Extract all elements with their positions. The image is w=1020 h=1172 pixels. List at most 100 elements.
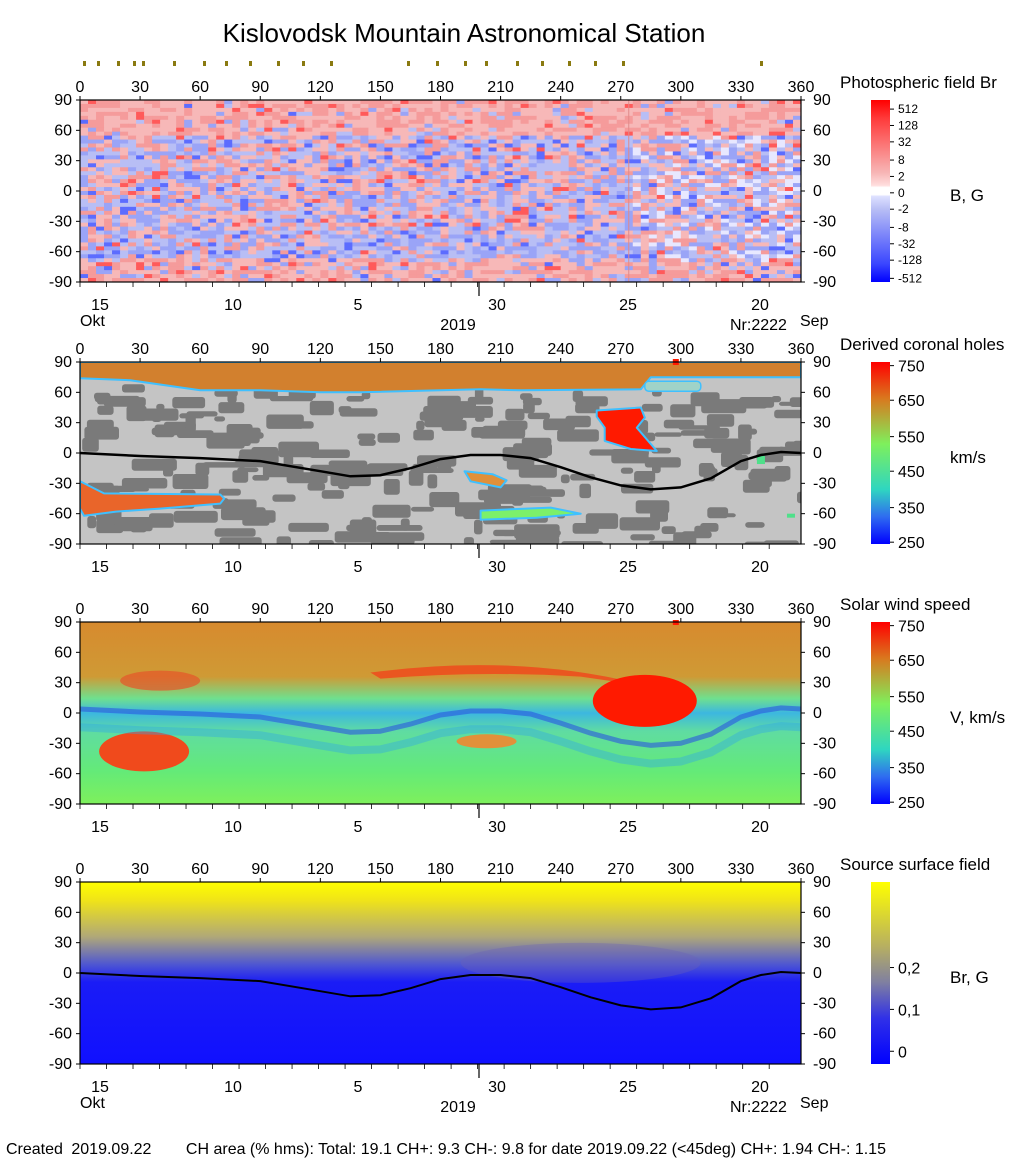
field-cell <box>720 198 730 204</box>
field-cell <box>272 254 281 259</box>
field-cell <box>272 222 281 228</box>
field-cell <box>744 254 754 259</box>
field-cell <box>112 246 121 251</box>
field-cell <box>272 258 281 263</box>
field-cell <box>680 274 690 279</box>
field-cell <box>600 222 610 228</box>
field-cell <box>80 274 89 279</box>
field-cell <box>784 230 794 235</box>
field-cell <box>248 127 257 133</box>
field-cell <box>96 234 105 239</box>
field-cell <box>304 127 313 133</box>
field-cell <box>504 123 513 129</box>
field-cell <box>752 171 762 176</box>
field-cell <box>96 100 105 105</box>
field-cell <box>712 254 722 259</box>
field-cell <box>392 242 401 247</box>
field-cell <box>304 222 313 228</box>
field-cell <box>464 222 473 228</box>
x-tick-label: 90 <box>251 861 269 878</box>
field-cell <box>616 191 626 196</box>
field-cell <box>424 191 433 196</box>
field-cell <box>312 258 321 263</box>
field-cell <box>584 258 594 263</box>
field-cell <box>168 234 177 239</box>
field-cell <box>712 206 722 212</box>
field-cell <box>168 202 177 208</box>
field-cell <box>296 163 305 168</box>
field-cell <box>376 194 385 200</box>
field-cell <box>384 258 393 263</box>
field-cell <box>136 278 145 282</box>
field-cell <box>264 234 273 239</box>
field-cell <box>680 230 690 235</box>
field-cell <box>784 198 794 204</box>
field-cell <box>648 250 658 255</box>
field-cell <box>672 111 682 117</box>
field-cell <box>616 250 626 255</box>
field-cell <box>200 258 209 263</box>
polarity-patch <box>214 389 238 397</box>
field-cell <box>80 179 89 184</box>
field-cell <box>632 127 642 133</box>
field-cell <box>136 254 145 259</box>
field-cell <box>264 155 273 160</box>
polarity-patch <box>252 447 268 453</box>
field-cell <box>272 210 281 216</box>
event-marker <box>516 61 519 66</box>
field-cell <box>456 100 465 105</box>
field-cell <box>248 163 257 168</box>
field-cell <box>152 254 161 259</box>
field-cell <box>728 246 738 251</box>
field-cell <box>632 151 642 156</box>
field-cell <box>296 135 305 140</box>
field-cell <box>440 131 449 137</box>
field-cell <box>584 270 594 275</box>
field-cell <box>232 198 241 204</box>
field-cell <box>112 266 121 271</box>
field-cell <box>352 214 361 220</box>
field-cell <box>552 163 562 168</box>
field-cell <box>504 163 513 168</box>
field-cell <box>264 266 273 271</box>
field-cell <box>248 226 257 231</box>
field-cell <box>512 187 522 192</box>
field-cell <box>304 250 313 255</box>
field-cell <box>632 218 642 224</box>
polarity-patch <box>266 414 304 429</box>
field-cell <box>176 266 185 271</box>
field-cell <box>152 191 161 196</box>
field-cell <box>544 171 554 176</box>
field-cell <box>616 155 626 160</box>
field-cell <box>648 230 658 235</box>
field-cell <box>224 111 233 117</box>
field-cell <box>552 218 562 224</box>
field-cell <box>392 107 401 113</box>
field-cell <box>768 270 778 275</box>
field-cell <box>264 246 273 251</box>
field-cell <box>728 242 738 247</box>
field-cell <box>184 151 193 156</box>
field-cell <box>384 119 393 125</box>
field-cell <box>264 262 273 267</box>
field-cell <box>400 103 409 109</box>
field-cell <box>408 258 417 263</box>
field-cell <box>96 266 105 271</box>
field-cell <box>176 218 185 224</box>
y-tick-label-right: 90 <box>813 614 831 631</box>
field-cell <box>264 100 273 105</box>
field-cell <box>352 278 361 282</box>
field-cell <box>440 103 449 109</box>
field-cell <box>456 198 465 204</box>
field-cell <box>552 115 562 121</box>
field-cell <box>488 167 497 172</box>
field-cell <box>224 115 233 121</box>
field-cell <box>776 191 786 196</box>
field-cell <box>592 155 602 160</box>
field-cell <box>592 179 602 184</box>
field-cell <box>352 191 361 196</box>
field-cell <box>752 135 762 140</box>
field-cell <box>176 147 185 152</box>
field-cell <box>200 183 209 188</box>
field-cell <box>240 194 249 200</box>
